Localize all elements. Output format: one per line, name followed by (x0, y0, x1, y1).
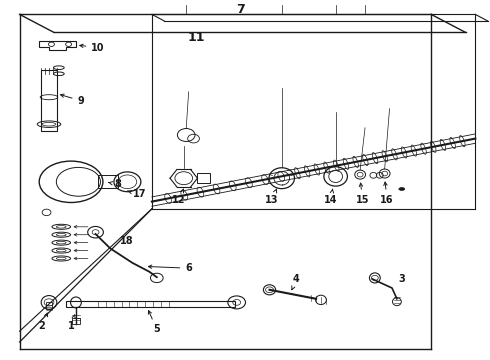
Bar (72, 318, 80, 324)
Bar (41, 70, 57, 131)
Bar (66, 301, 235, 307)
Text: 16: 16 (380, 182, 394, 205)
Text: 5: 5 (148, 311, 160, 334)
Text: 18: 18 (120, 236, 134, 246)
Text: 15: 15 (356, 183, 369, 205)
Bar (197, 173, 210, 183)
Text: 14: 14 (324, 189, 338, 205)
Bar (46, 302, 52, 309)
Text: 10: 10 (80, 42, 105, 53)
Text: 1: 1 (68, 315, 75, 331)
Text: 4: 4 (292, 274, 300, 290)
Text: 3: 3 (398, 274, 405, 284)
Text: 8: 8 (109, 179, 121, 189)
Text: 17: 17 (127, 189, 147, 199)
Text: 6: 6 (148, 263, 192, 273)
Bar (98, 175, 118, 188)
Text: 7: 7 (236, 3, 245, 15)
Text: 9: 9 (61, 94, 84, 106)
Text: 11: 11 (187, 31, 205, 44)
Text: 2: 2 (38, 313, 48, 331)
Text: 12: 12 (172, 189, 186, 205)
Ellipse shape (399, 188, 405, 190)
Text: 13: 13 (265, 189, 279, 205)
